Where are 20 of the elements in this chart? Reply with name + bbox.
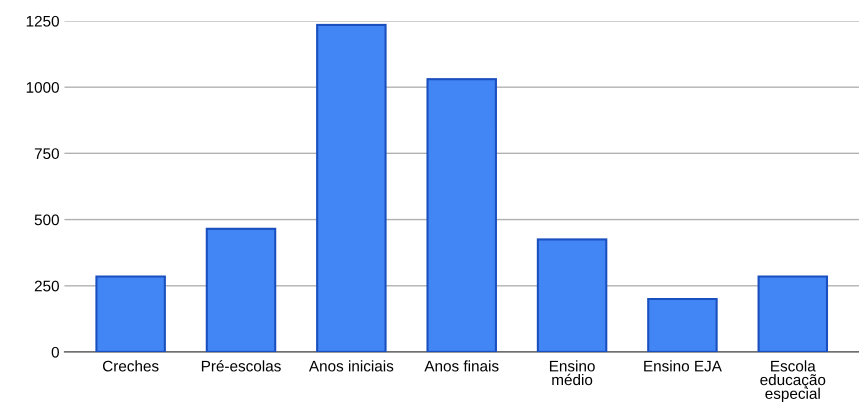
bar (426, 78, 497, 352)
bar (206, 228, 276, 352)
x-tick-label: Escola educação especial (760, 360, 826, 402)
bar (647, 298, 718, 352)
y-tick-label: 1000 (26, 82, 59, 93)
bar (536, 238, 608, 352)
bar (758, 275, 828, 352)
y-tick-label: 0 (52, 346, 59, 358)
bar (95, 275, 166, 352)
x-tick-label: Ensino EJA (644, 360, 722, 372)
y-tick-label: 1250 (26, 16, 59, 27)
x-tick-label: Pré-escolas (202, 360, 281, 372)
bar (316, 24, 387, 352)
x-tick-label: Ensino médio (550, 360, 595, 386)
y-tick-label: 250 (34, 280, 59, 292)
y-tick-label: 750 (34, 148, 59, 160)
x-tick-label: Creches (102, 360, 159, 372)
x-tick-label: Anos iniciais (308, 360, 394, 372)
x-tick-label: Anos finais (424, 360, 499, 372)
y-tick-label: 500 (34, 214, 59, 226)
